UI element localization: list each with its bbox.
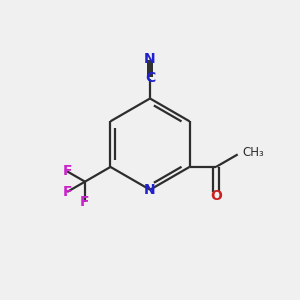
Text: F: F xyxy=(62,164,72,178)
Text: O: O xyxy=(210,189,222,203)
Text: N: N xyxy=(144,52,156,66)
Text: N: N xyxy=(144,183,156,197)
Text: CH₃: CH₃ xyxy=(242,146,264,159)
Text: F: F xyxy=(80,195,90,209)
Text: F: F xyxy=(62,185,72,199)
Text: C: C xyxy=(145,71,155,85)
